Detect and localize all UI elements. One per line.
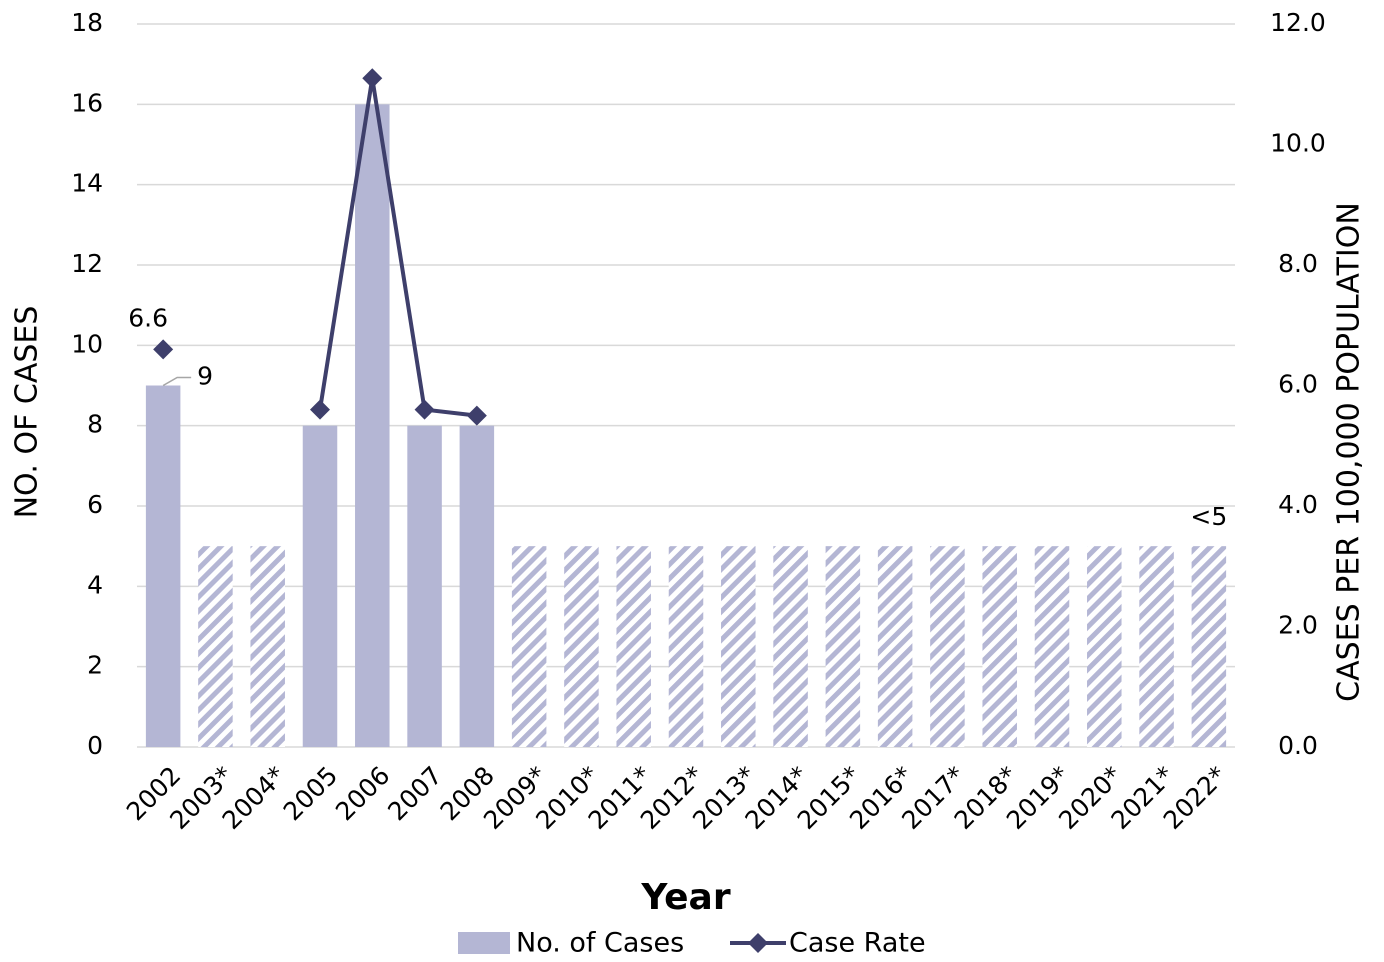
x-axis-title: Year — [640, 877, 730, 918]
bar — [773, 546, 808, 747]
legend-label: Case Rate — [789, 928, 926, 959]
y2-tick-label: 0.0 — [1278, 731, 1318, 760]
bar — [250, 546, 285, 747]
y2-tick-label: 10.0 — [1270, 129, 1326, 158]
x-tick-label: 2006 — [330, 761, 395, 826]
bar — [1191, 546, 1227, 747]
bar — [1087, 546, 1122, 747]
data-label: 9 — [197, 362, 213, 391]
bar — [616, 546, 651, 747]
y-axis-title: NO. OF CASES — [10, 306, 45, 519]
y2-tick-label: 2.0 — [1278, 611, 1318, 640]
y-tick-label: 14 — [71, 169, 103, 198]
y2-axis-title: CASES PER 100,000 POPULATION — [1332, 202, 1367, 702]
marker — [414, 399, 435, 420]
bar — [459, 425, 495, 747]
x-tick-label: 2005 — [278, 761, 343, 826]
bar — [1139, 546, 1174, 747]
y-tick-label: 12 — [71, 249, 103, 278]
y2-tick-label: 8.0 — [1278, 249, 1318, 278]
bar — [825, 546, 861, 747]
bar — [145, 385, 181, 747]
bar — [564, 546, 599, 747]
marker — [310, 399, 330, 420]
y-tick-label: 18 — [71, 8, 103, 37]
bar — [930, 546, 965, 747]
marker — [466, 405, 487, 426]
bar — [198, 546, 233, 747]
bar — [302, 425, 338, 747]
bar — [1034, 546, 1070, 747]
bar — [511, 546, 547, 747]
bar — [877, 546, 913, 747]
bar — [721, 546, 756, 747]
marker — [362, 68, 383, 89]
data-label: <5 — [1190, 502, 1227, 531]
y-tick-label: 8 — [87, 410, 103, 439]
x-tick-label: 2007 — [382, 761, 447, 826]
y2-tick-label: 12.0 — [1270, 8, 1326, 37]
legend-marker — [748, 933, 768, 953]
y2-tick-label: 4.0 — [1278, 490, 1318, 519]
marker — [153, 339, 174, 360]
leader-line — [162, 376, 192, 387]
bar — [355, 104, 390, 748]
y-tick-label: 10 — [71, 329, 103, 358]
bar — [407, 425, 442, 747]
y-tick-label: 2 — [87, 651, 103, 680]
bar — [982, 546, 1017, 747]
y-tick-label: 16 — [71, 88, 103, 117]
data-label: 6.6 — [128, 303, 168, 332]
y-tick-label: 6 — [87, 490, 103, 519]
legend-label: No. of Cases — [516, 928, 684, 959]
bar — [668, 546, 704, 747]
y-tick-label: 4 — [87, 570, 103, 599]
line — [318, 77, 478, 418]
legend-swatch — [458, 932, 510, 954]
y2-tick-label: 6.0 — [1278, 370, 1318, 399]
y-tick-label: 0 — [87, 731, 103, 760]
